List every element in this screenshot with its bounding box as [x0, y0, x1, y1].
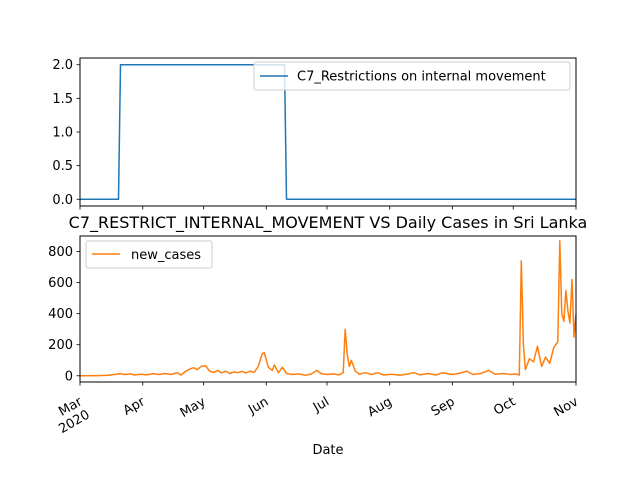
new-cases-legend-box [85, 240, 213, 269]
restrictions-legend-label: C7_Restrictions on internal movement [297, 70, 546, 85]
subplot-restrictions: 0.0 0.5 1.0 1.5 2.0 C7_Restrictions on inter… [52, 57, 577, 210]
chart-title: C7_RESTRICT_INTERNAL_MOVEMENT VS Daily C… [69, 213, 588, 233]
new-cases-lines [79, 239, 577, 377]
restrictions-y-ticks: 0.0 0.5 1.0 1.5 2.0 [52, 58, 80, 208]
y-tick-label: 0.0 [52, 193, 73, 208]
restrictions-legend: C7_Restrictions on internal movement [253, 61, 571, 91]
subplot-new-cases-frame [79, 235, 577, 383]
series-line-new-cases [79, 239, 577, 377]
y-tick-label: 1.5 [52, 92, 73, 107]
y-tick-label: 0.5 [52, 159, 73, 174]
new-cases-legend: new_cases [85, 240, 213, 269]
y-tick-label: 600 [48, 276, 73, 291]
y-tick-label: 2.0 [52, 58, 73, 73]
y-tick-label: 200 [48, 338, 73, 353]
y-tick-label: 0 [65, 369, 73, 384]
x-tick-label: Jul [310, 394, 332, 415]
new-cases-legend-label: new_cases [131, 248, 201, 263]
restrictions-legend-box [253, 61, 571, 91]
series-line-c7-restrictions-on-internal-movement [80, 63, 576, 201]
new-cases-y-ticks: 0 200 400 600 800 [48, 245, 80, 384]
y-tick-label: 1.0 [52, 126, 73, 141]
x-axis-label: Date [312, 443, 343, 458]
y-tick-label: 800 [48, 245, 73, 260]
restrictions-lines [80, 63, 576, 201]
restrictions-x-ticks [79, 206, 577, 210]
y-tick-label: 400 [48, 307, 73, 322]
